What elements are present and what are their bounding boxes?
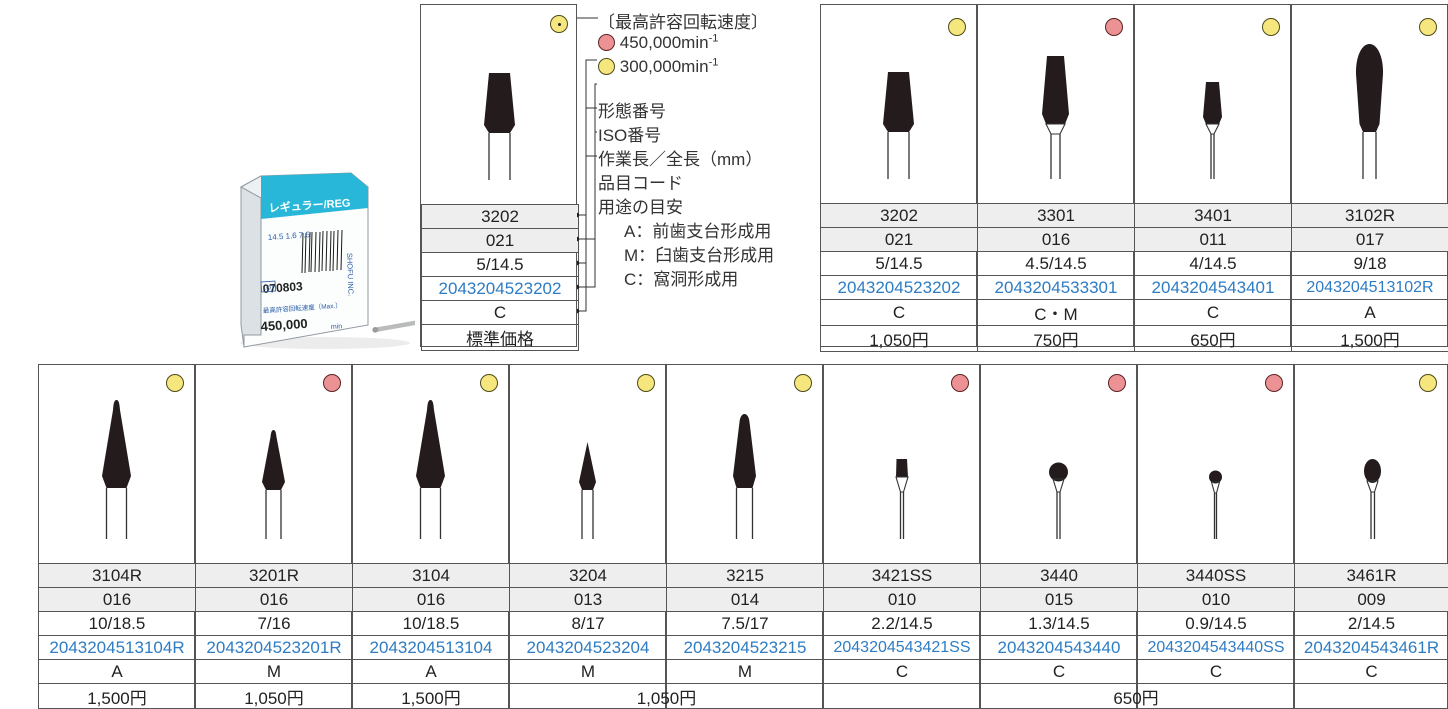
svg-text:min: min [331,323,343,331]
svg-text:SHOFU INC.: SHOFU INC. [345,253,356,297]
svg-text:LOT: LOT [263,285,275,292]
